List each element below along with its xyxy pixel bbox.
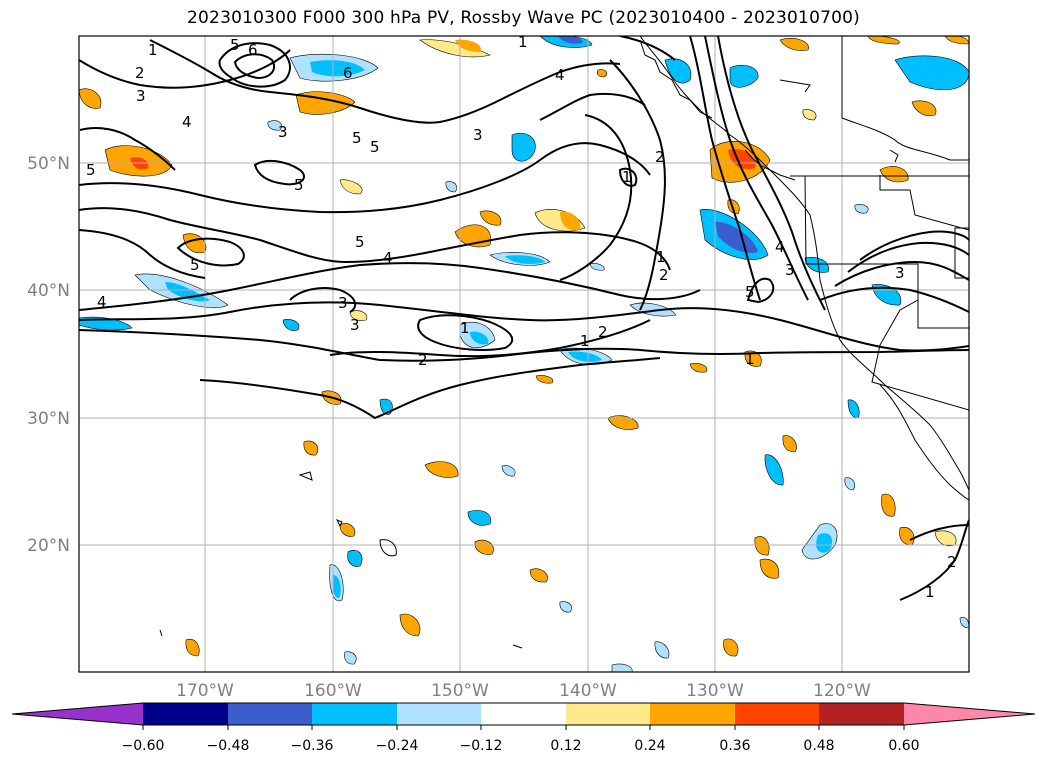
lat-label-40n: 40°N [27,281,70,301]
lon-label-170w: 170°W [176,681,234,701]
contour-label: 3 [278,123,288,141]
contour-label: 5 [190,256,200,274]
contour-label: 1 [925,583,935,601]
latitude-axis: 50°N 40°N 30°N 20°N [27,154,70,556]
colorbar-tick-label: 0.24 [634,738,665,754]
contour-label: 3 [785,261,795,279]
contour-label: 1 [460,319,470,337]
lon-label-130w: 130°W [686,681,744,701]
colorbar-segment [312,703,397,725]
colorbar-extend-low [12,703,143,725]
contour-label: 4 [383,249,393,267]
contour-label: 2 [655,148,665,166]
contour-label: 4 [182,113,192,131]
colorbar-tick-label: 0.60 [888,738,919,754]
contour-label: 1 [518,33,528,51]
contour-label: 2 [659,266,669,284]
contour-label: 5 [355,233,365,251]
colorbar-ticks [142,725,905,730]
lat-label-50n: 50°N [27,154,70,174]
contour-label: 2 [135,64,145,82]
contour-labels: 1 2 2 3 3 3 3 3 3 4 4 4 4 5 5 5 5 5 5 5 … [86,33,957,601]
lon-label-160w: 160°W [304,681,362,701]
contour-label: 5 [294,176,304,194]
contour-label: 3 [136,87,146,105]
colorbar: −0.60 −0.48 −0.36 −0.24 −0.12 0.12 0.24 … [11,702,1036,754]
lon-label-140w: 140°W [559,681,617,701]
contour-label: 3 [473,126,483,144]
contour-label: 2 [598,323,608,341]
lat-label-20n: 20°N [27,536,70,556]
contour-label: 3 [338,294,348,312]
colorbar-segment [566,703,650,725]
colorbar-tick-label: 0.12 [550,738,581,754]
lon-label-150w: 150°W [431,681,489,701]
colorbar-tick-label: 0.36 [719,738,750,754]
colorbar-segment [735,703,819,725]
colorbar-tick-label: 0.48 [803,738,834,754]
colorbar-tick-label: −0.36 [291,738,334,754]
grid-lines [79,36,969,672]
contour-label: 5 [230,36,240,54]
contour-label: 2 [418,351,428,369]
contour-label: 2 [947,553,957,571]
contour-label: 1 [148,41,158,59]
map-frame [78,35,970,673]
contour-label: 5 [86,161,96,179]
lon-label-120w: 120°W [813,681,871,701]
contour-label: 3 [895,264,905,282]
map-title: 2023010300 F000 300 hPa PV, Rossby Wave … [187,8,860,28]
contour-label: 1 [745,350,755,368]
contour-label: 4 [775,238,785,256]
colorbar-segment [397,703,481,725]
pv-contours [79,36,969,601]
colorbar-tick-label: −0.60 [122,738,165,754]
longitude-axis: 170°W 160°W 150°W 140°W 130°W 120°W [176,681,871,701]
lat-label-30n: 30°N [27,409,70,429]
colorbar-extend-high [904,703,1035,725]
contour-label: 1 [656,248,666,266]
colorbar-segment [228,703,312,725]
colorbar-tick-label: −0.12 [460,738,503,754]
contour-label: 1 [622,168,632,186]
map-layers: 1 2 2 3 3 3 3 3 3 4 4 4 4 5 5 5 5 5 5 5 … [79,33,969,672]
contour-label: 4 [97,293,107,311]
colorbar-segment [143,703,228,725]
colorbar-segment [481,703,566,725]
contour-label: 1 [580,332,590,350]
contour-label: 6 [248,41,258,59]
colorbar-segment [650,703,735,725]
coastline-and-borders [159,36,969,649]
contour-label: 6 [343,64,353,82]
colorbar-tick-label: −0.24 [376,738,419,754]
contour-label: 5 [745,283,755,301]
colorbar-segment [819,703,904,725]
contour-label: 4 [555,66,565,84]
contour-label: 3 [350,316,360,334]
contour-label: 5 [352,129,362,147]
colorbar-tick-label: −0.48 [207,738,250,754]
contour-label: 5 [370,138,380,156]
